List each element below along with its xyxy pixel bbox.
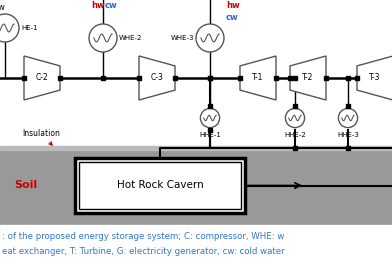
- Polygon shape: [139, 56, 175, 100]
- Text: Insulation: Insulation: [22, 129, 60, 145]
- Circle shape: [285, 109, 305, 128]
- Text: Soil: Soil: [14, 180, 37, 190]
- Text: cw: cw: [105, 1, 118, 10]
- Text: WHE-2: WHE-2: [119, 35, 142, 41]
- Polygon shape: [357, 56, 392, 100]
- Text: HHE-3: HHE-3: [337, 132, 359, 138]
- Circle shape: [338, 109, 358, 128]
- Bar: [79, 162, 241, 209]
- Text: HE-1: HE-1: [21, 25, 38, 31]
- Circle shape: [196, 24, 224, 52]
- Text: T-2: T-2: [302, 73, 314, 82]
- Bar: [0, 225, 392, 272]
- Text: WHE-3: WHE-3: [171, 35, 194, 41]
- Text: w: w: [0, 3, 5, 12]
- Text: hw: hw: [91, 1, 105, 10]
- Text: C-2: C-2: [36, 73, 48, 82]
- Text: HHE-1: HHE-1: [199, 132, 221, 138]
- Text: C-3: C-3: [151, 73, 163, 82]
- Text: : of the proposed energy storage system; C: compressor, WHE: w: : of the proposed energy storage system;…: [2, 232, 284, 241]
- Text: T-3: T-3: [369, 73, 381, 82]
- Bar: [0, 146, 392, 150]
- Polygon shape: [290, 56, 326, 100]
- Text: hw: hw: [226, 1, 240, 10]
- Text: cw: cw: [226, 13, 239, 22]
- Text: HHE-2: HHE-2: [284, 132, 306, 138]
- Circle shape: [200, 109, 220, 128]
- Bar: [0, 0, 392, 148]
- Text: T-1: T-1: [252, 73, 264, 82]
- Text: Hot Rock Cavern: Hot Rock Cavern: [117, 181, 203, 190]
- Bar: [0, 148, 392, 228]
- Circle shape: [89, 24, 117, 52]
- Circle shape: [0, 14, 19, 42]
- Text: eat exchanger, T: Turbine, G: electricity generator, cw: cold water: eat exchanger, T: Turbine, G: electricit…: [2, 247, 285, 256]
- Bar: [75, 158, 245, 213]
- Polygon shape: [24, 56, 60, 100]
- Polygon shape: [240, 56, 276, 100]
